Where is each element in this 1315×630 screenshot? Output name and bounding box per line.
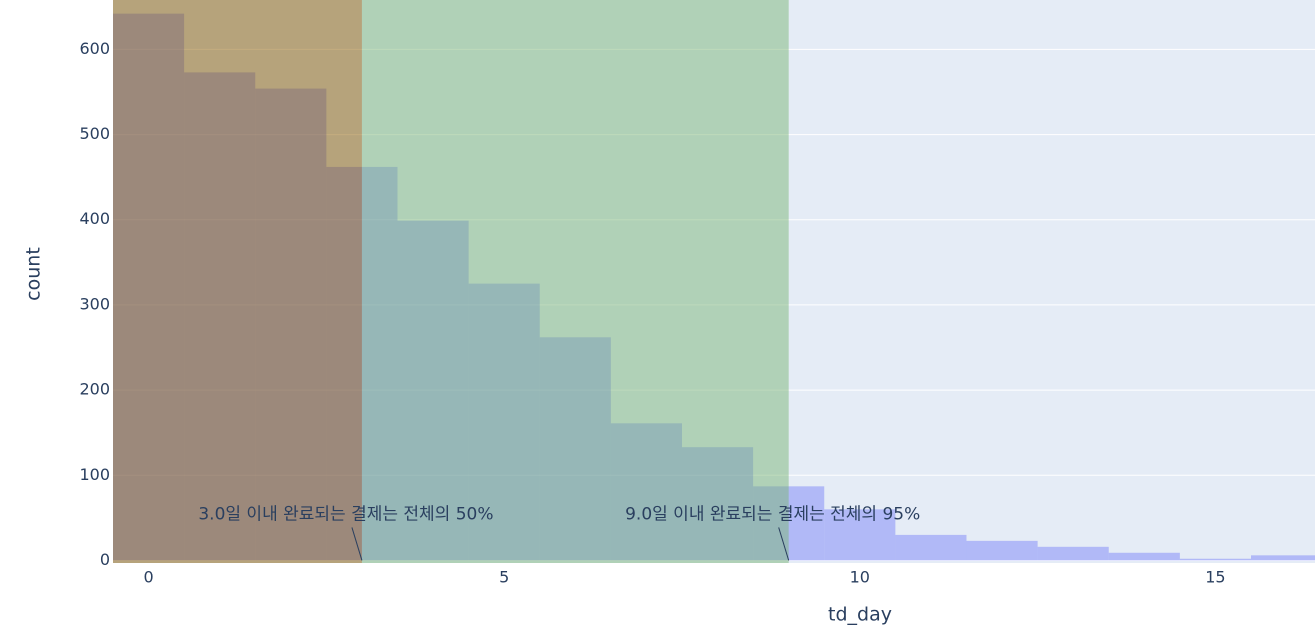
x-tick-label: 15 — [1205, 568, 1225, 587]
bar — [895, 534, 967, 561]
bar — [824, 509, 896, 561]
x-tick-label: 5 — [499, 568, 509, 587]
x-tick-label: 10 — [850, 568, 870, 587]
y-tick-label: 600 — [79, 39, 110, 58]
y-tick-label: 0 — [100, 550, 110, 569]
bar — [966, 540, 1038, 561]
y-tick-label: 300 — [79, 294, 110, 313]
bar — [1037, 546, 1109, 561]
y-tick-label: 200 — [79, 380, 110, 399]
annotation-arrow — [778, 527, 790, 561]
annotation-text: 9.0일 이내 완료되는 결제는 전체의 95% — [625, 504, 920, 524]
x-axis-title: td_day — [828, 604, 892, 626]
y-tick-label: 100 — [79, 465, 110, 484]
annotation-arrow — [351, 527, 363, 561]
annotation-text: 3.0일 이내 완료되는 결제는 전체의 50% — [198, 504, 493, 524]
bar — [1179, 558, 1251, 561]
y-axis-title: count — [23, 247, 45, 301]
y-tick-label: 500 — [79, 124, 110, 143]
highlight-region — [361, 0, 789, 563]
highlight-region — [113, 0, 362, 563]
y-tick-label: 400 — [79, 209, 110, 228]
x-tick-label: 0 — [143, 568, 153, 587]
bar — [1250, 555, 1315, 561]
bar — [1108, 552, 1180, 561]
